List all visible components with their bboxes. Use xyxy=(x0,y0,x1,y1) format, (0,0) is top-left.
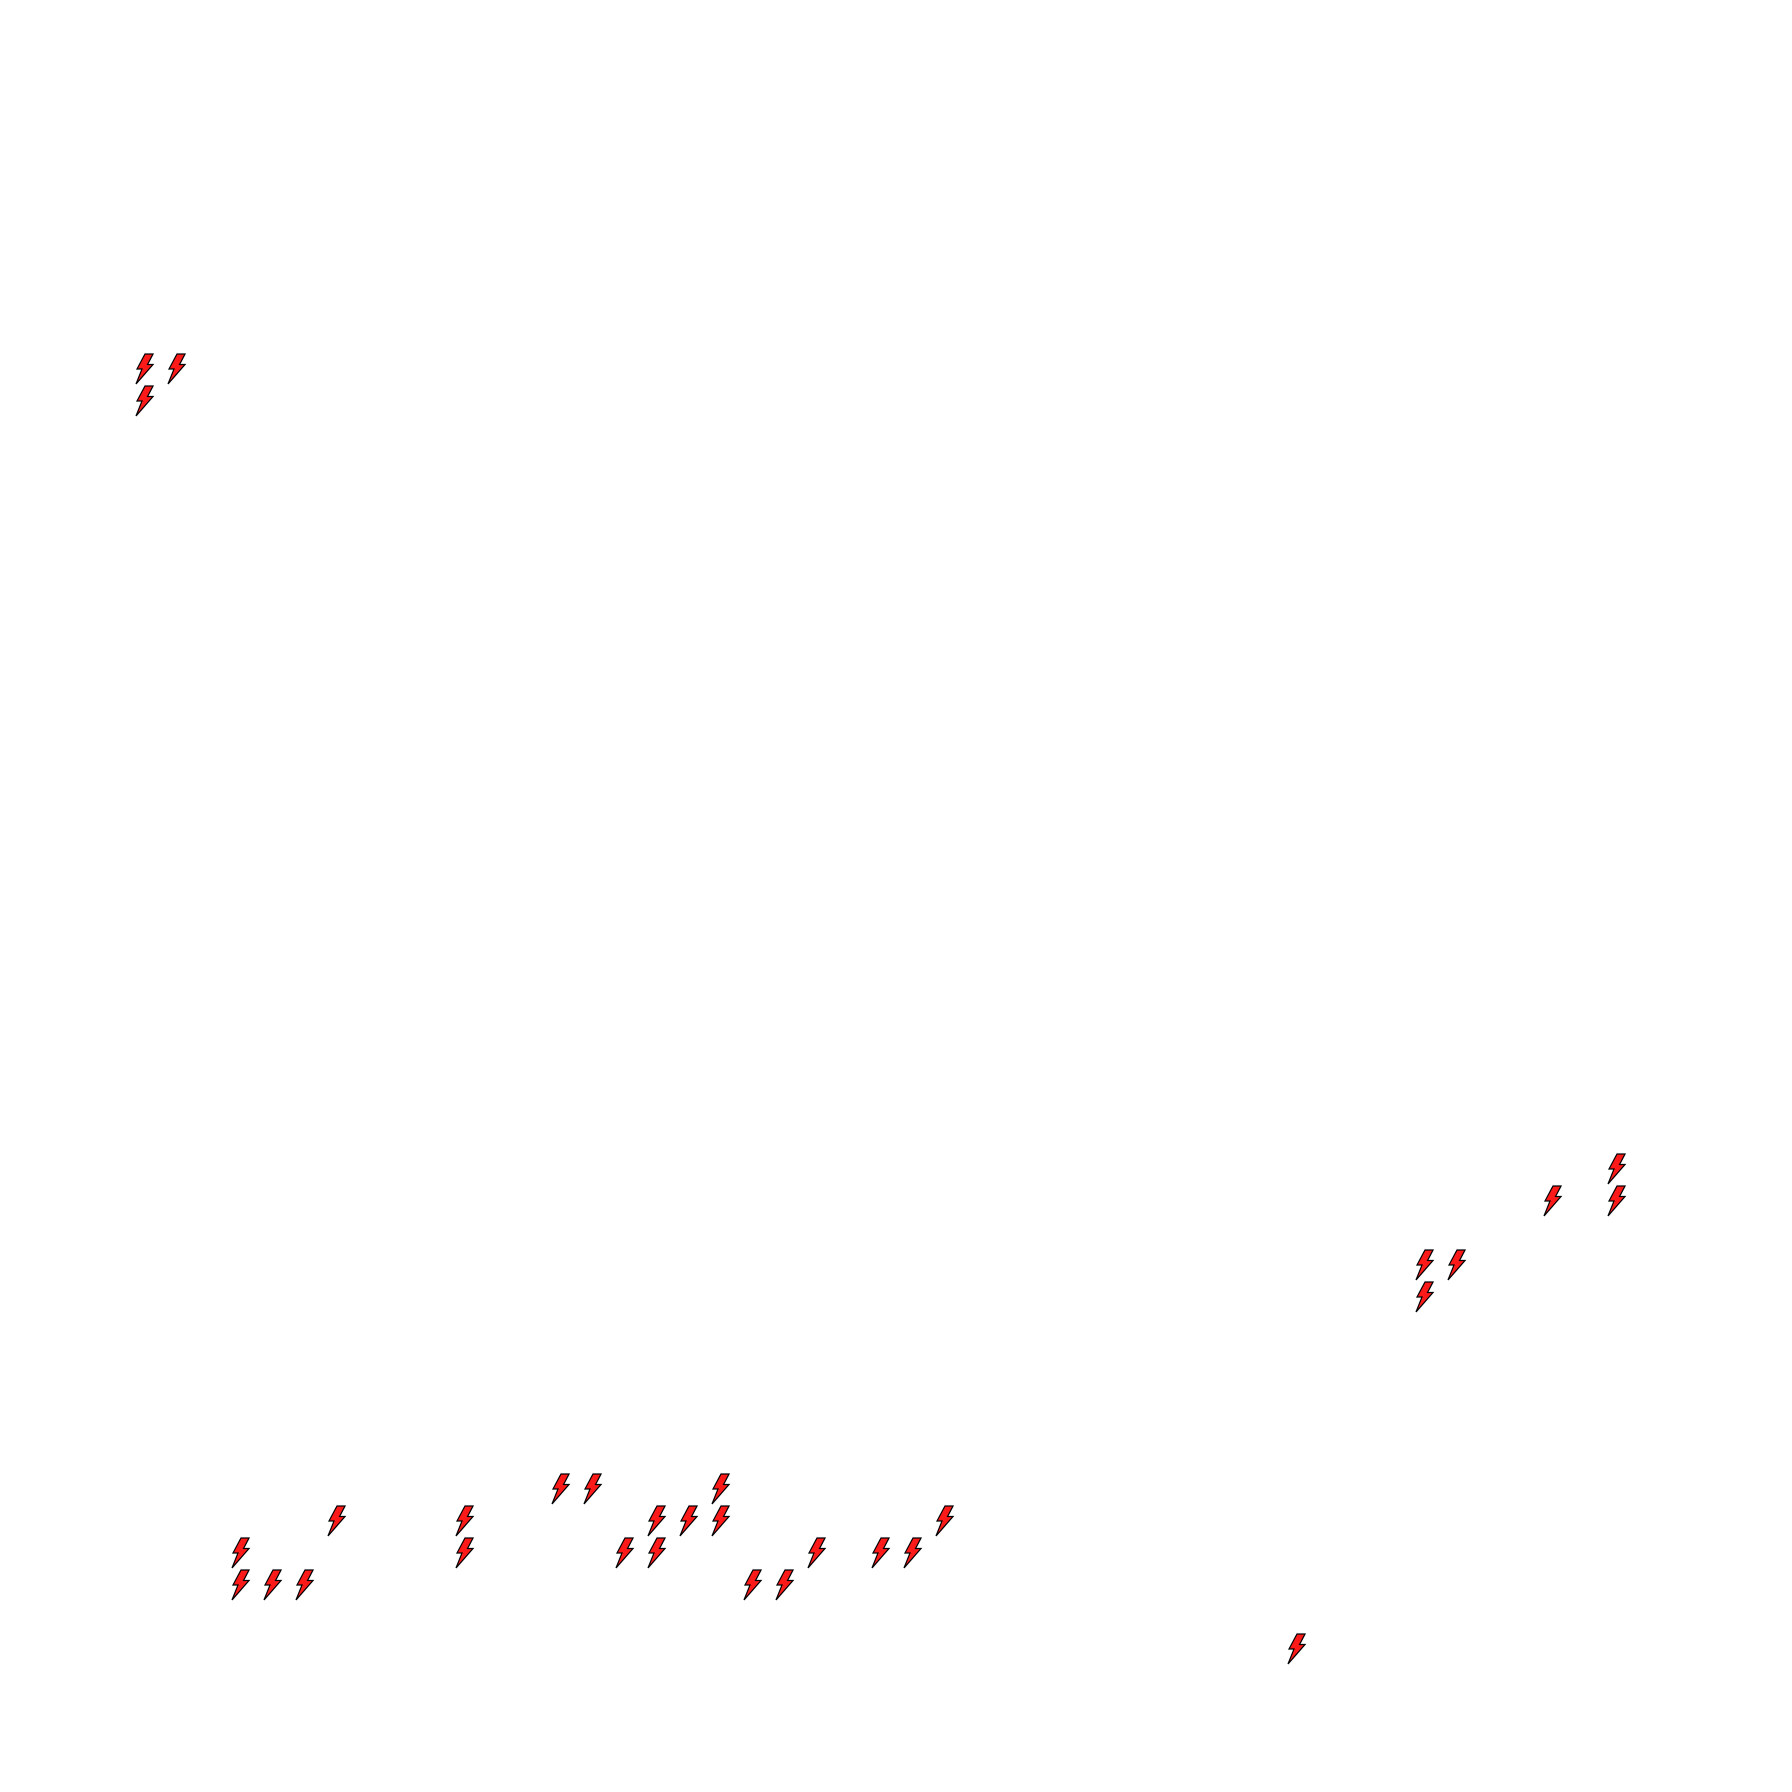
lightning-bolt-icon xyxy=(647,1505,667,1537)
lightning-bolt-icon xyxy=(263,1569,283,1601)
lightning-bolt-icon xyxy=(1447,1249,1467,1281)
lightning-bolt-icon xyxy=(1607,1185,1627,1217)
lightning-bolt-icon xyxy=(615,1537,635,1569)
lightning-bolt-icon xyxy=(1415,1249,1435,1281)
lightning-bolt-icon xyxy=(807,1537,827,1569)
lightning-bolt-icon xyxy=(167,353,187,385)
lightning-bolt-icon xyxy=(231,1569,251,1601)
lightning-bolt-icon xyxy=(1543,1185,1563,1217)
lightning-bolt-icon xyxy=(647,1537,667,1569)
lightning-bolt-icon xyxy=(711,1505,731,1537)
lightning-bolt-icon xyxy=(1415,1281,1435,1313)
lightning-bolt-icon xyxy=(743,1569,763,1601)
lightning-bolt-icon xyxy=(327,1505,347,1537)
lightning-bolt-icon xyxy=(583,1473,603,1505)
lightning-bolt-icon xyxy=(231,1537,251,1569)
lightning-bolt-icon xyxy=(1607,1153,1627,1185)
lightning-bolt-icon xyxy=(679,1505,699,1537)
lightning-bolt-icon xyxy=(711,1473,731,1505)
lightning-bolt-icon xyxy=(775,1569,795,1601)
lightning-bolt-icon xyxy=(903,1537,923,1569)
lightning-bolt-icon xyxy=(551,1473,571,1505)
lightning-bolt-icon xyxy=(135,385,155,417)
lightning-bolt-icon xyxy=(871,1537,891,1569)
lightning-bolt-icon xyxy=(135,353,155,385)
lightning-bolt-icon xyxy=(935,1505,955,1537)
lightning-bolt-icon xyxy=(455,1505,475,1537)
lightning-bolt-icon xyxy=(295,1569,315,1601)
lightning-bolt-icon xyxy=(455,1537,475,1569)
lightning-bolt-icon xyxy=(1287,1633,1307,1665)
